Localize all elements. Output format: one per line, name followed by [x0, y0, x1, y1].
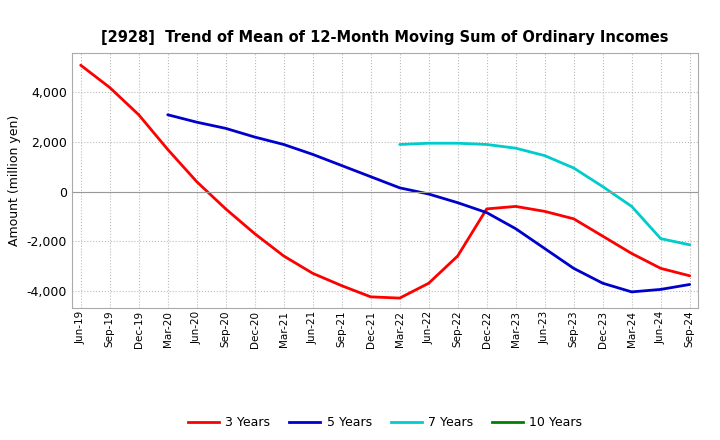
Legend: 3 Years, 5 Years, 7 Years, 10 Years: 3 Years, 5 Years, 7 Years, 10 Years: [183, 411, 588, 434]
Y-axis label: Amount (million yen): Amount (million yen): [8, 115, 21, 246]
Title: [2928]  Trend of Mean of 12-Month Moving Sum of Ordinary Incomes: [2928] Trend of Mean of 12-Month Moving …: [102, 29, 669, 45]
